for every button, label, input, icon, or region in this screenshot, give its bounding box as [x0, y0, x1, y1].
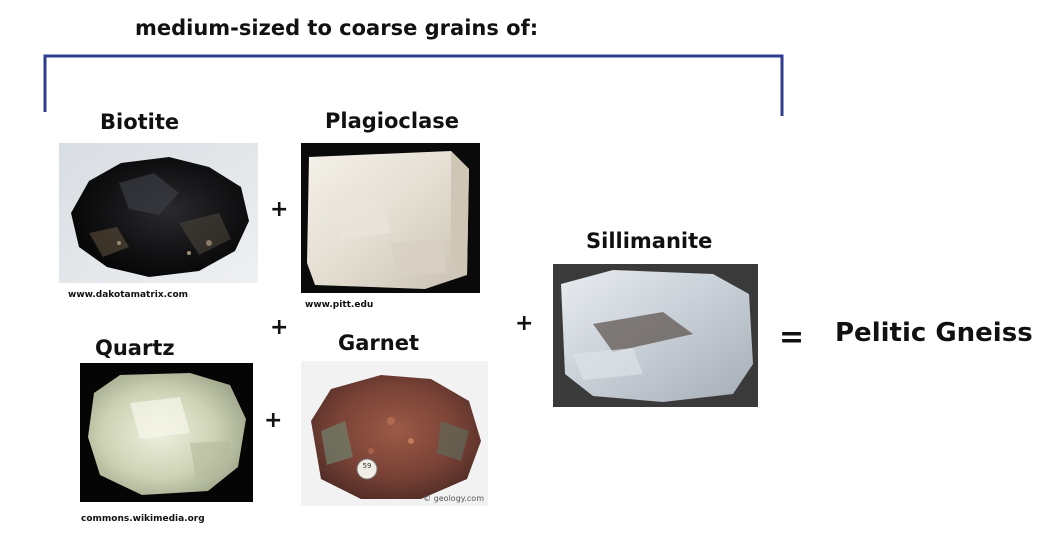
garnet-rock-photo: 59 © geology.com — [301, 361, 488, 506]
biotite-credit: www.dakotamatrix.com — [68, 290, 189, 300]
sillimanite-rock-photo — [553, 264, 758, 407]
biotite-rock-photo — [59, 143, 258, 283]
quartz-credit: commons.wikimedia.org — [81, 514, 205, 524]
quartz-rock-photo — [80, 363, 253, 502]
plagioclase-label: Plagioclase — [325, 109, 459, 133]
plagioclase-credit: www.pitt.edu — [305, 300, 374, 310]
group-heading: medium-sized to coarse grains of: — [135, 16, 539, 40]
equals-sign: = — [779, 320, 805, 355]
plus-sign: + — [515, 311, 534, 336]
biotite-label: Biotite — [100, 110, 180, 134]
grouping-bracket — [43, 54, 784, 116]
sillimanite-label: Sillimanite — [586, 229, 713, 253]
result-label: Pelitic Gneiss — [835, 318, 1033, 348]
plagioclase-rock-photo — [301, 143, 480, 293]
plus-sign: + — [270, 315, 289, 340]
quartz-label: Quartz — [95, 336, 175, 360]
geology-watermark: © geology.com — [423, 494, 484, 503]
plus-sign: + — [264, 408, 283, 433]
plus-sign: + — [270, 197, 289, 222]
garnet-label: Garnet — [338, 331, 419, 355]
garnet-sticker: 59 — [362, 462, 372, 470]
